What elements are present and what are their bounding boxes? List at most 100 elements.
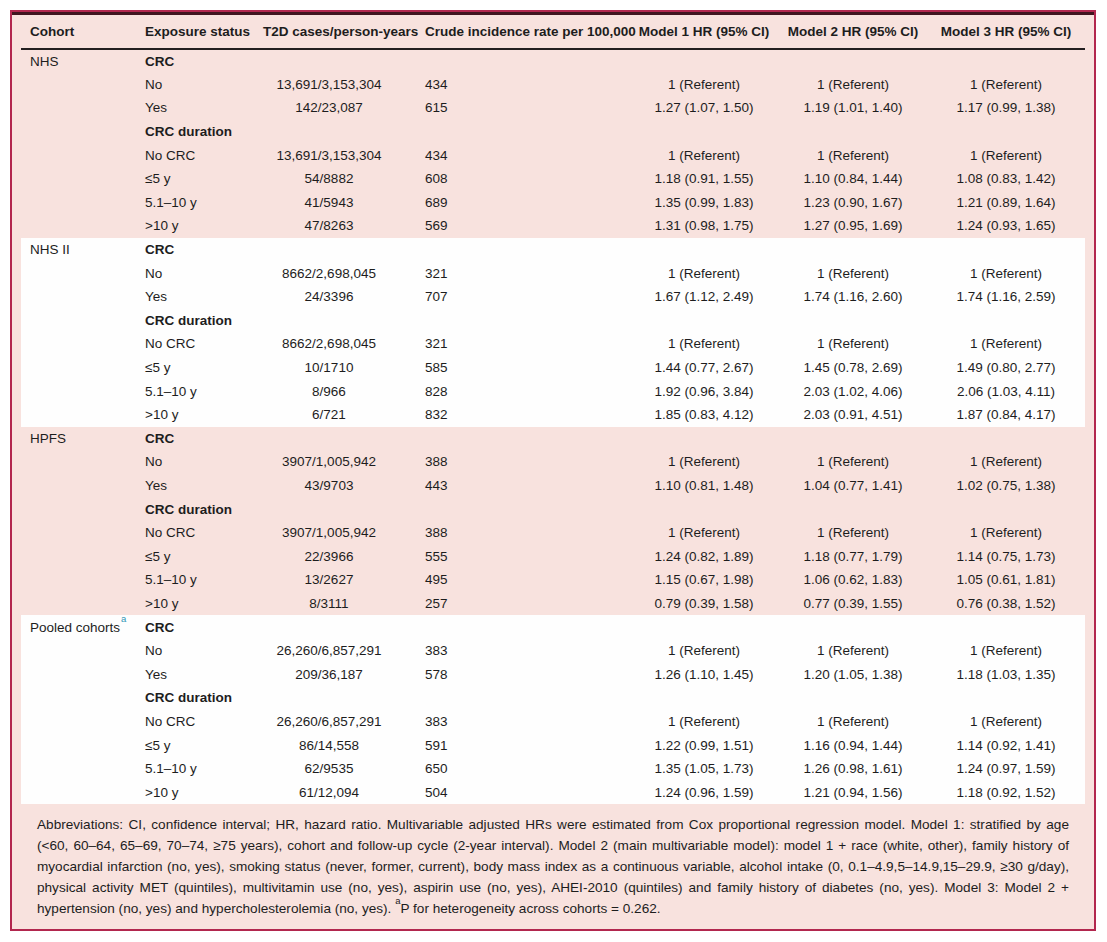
cases-person-years-cell — [254, 686, 404, 710]
model3-hr-cell: 1 (Referent) — [927, 639, 1085, 663]
model2-hr-cell: 1.21 (0.94, 1.56) — [779, 780, 927, 804]
exposure-status-cell: CRC — [136, 49, 254, 73]
exposure-status-cell: No CRC — [136, 521, 254, 545]
crude-incidence-cell: 585 — [404, 356, 629, 380]
cases-person-years-cell: 3907/1,005,942 — [254, 521, 404, 545]
crude-incidence-cell: 608 — [404, 167, 629, 191]
model2-hr-cell — [779, 427, 927, 451]
cohort-cell — [21, 261, 136, 285]
cases-person-years-cell: 8662/2,698,045 — [254, 332, 404, 356]
cases-person-years-cell: 8/3111 — [254, 592, 404, 616]
exposure-status-cell: >10 y — [136, 214, 254, 238]
model2-hr-cell: 1 (Referent) — [779, 143, 927, 167]
cases-person-years-cell: 13,691/3,153,304 — [254, 143, 404, 167]
model3-hr-cell: 1.21 (0.89, 1.64) — [927, 191, 1085, 215]
model1-hr-cell: 1.18 (0.91, 1.55) — [629, 167, 779, 191]
model2-hr-cell — [779, 49, 927, 73]
model1-hr-cell: 1.27 (1.07, 1.50) — [629, 96, 779, 120]
cases-person-years-cell: 8/966 — [254, 379, 404, 403]
table-row: 5.1–10 y 62/9535 650 1.35 (1.05, 1.73) 1… — [21, 757, 1085, 781]
table-row: HPFS CRC — [21, 427, 1085, 451]
cohort-name: Pooled cohorts — [30, 620, 120, 635]
table-row: No CRC 3907/1,005,942 388 1 (Referent) 1… — [21, 521, 1085, 545]
footnote-pvalue-text: P for heterogeneity across cohorts = 0.2… — [400, 901, 660, 916]
table-row: ≤5 y 22/3966 555 1.24 (0.82, 1.89) 1.18 … — [21, 544, 1085, 568]
column-header-model2: Model 2 HR (95% CI) — [779, 15, 927, 49]
exposure-status-cell: No CRC — [136, 710, 254, 734]
model1-hr-cell: 1 (Referent) — [629, 73, 779, 97]
crude-incidence-cell — [404, 497, 629, 521]
cohort-cell — [21, 639, 136, 663]
footnote: Abbreviations: CI, confidence interval; … — [21, 804, 1085, 923]
crude-incidence-cell: 495 — [404, 568, 629, 592]
table-row: No CRC 8662/2,698,045 321 1 (Referent) 1… — [21, 332, 1085, 356]
table-row: No 3907/1,005,942 388 1 (Referent) 1 (Re… — [21, 450, 1085, 474]
model1-hr-cell: 1.92 (0.96, 3.84) — [629, 379, 779, 403]
crude-incidence-cell: 828 — [404, 379, 629, 403]
model3-hr-cell: 1.18 (1.03, 1.35) — [927, 662, 1085, 686]
model3-hr-cell: 1.24 (0.93, 1.65) — [927, 214, 1085, 238]
crude-incidence-cell: 504 — [404, 780, 629, 804]
model1-hr-cell: 1.24 (0.96, 1.59) — [629, 780, 779, 804]
table-row: >10 y 8/3111 257 0.79 (0.39, 1.58) 0.77 … — [21, 592, 1085, 616]
model3-hr-cell: 1.02 (0.75, 1.38) — [927, 474, 1085, 498]
model3-hr-cell — [927, 309, 1085, 333]
table-row: Yes 142/23,087 615 1.27 (1.07, 1.50) 1.1… — [21, 96, 1085, 120]
model2-hr-cell: 1.27 (0.95, 1.69) — [779, 214, 927, 238]
cases-person-years-cell: 24/3396 — [254, 285, 404, 309]
exposure-status-cell: Yes — [136, 96, 254, 120]
exposure-status-cell: No — [136, 450, 254, 474]
cohort-cell: NHS — [21, 49, 136, 73]
cohort-cell — [21, 120, 136, 144]
exposure-status-cell: >10 y — [136, 592, 254, 616]
table-row: ≤5 y 54/8882 608 1.18 (0.91, 1.55) 1.10 … — [21, 167, 1085, 191]
model2-hr-cell — [779, 120, 927, 144]
column-header-model1: Model 1 HR (95% CI) — [629, 15, 779, 49]
table-row: No 26,260/6,857,291 383 1 (Referent) 1 (… — [21, 639, 1085, 663]
cases-person-years-cell — [254, 615, 404, 639]
cohort-cell — [21, 662, 136, 686]
cohort-cell — [21, 757, 136, 781]
cases-person-years-cell — [254, 238, 404, 262]
model1-hr-cell: 1.22 (0.99, 1.51) — [629, 733, 779, 757]
model3-hr-cell: 2.06 (1.03, 4.11) — [927, 379, 1085, 403]
model1-hr-cell: 1.35 (0.99, 1.83) — [629, 191, 779, 215]
exposure-status-cell: CRC duration — [136, 686, 254, 710]
cohort-cell — [21, 544, 136, 568]
model1-hr-cell: 1 (Referent) — [629, 710, 779, 734]
crude-incidence-cell: 591 — [404, 733, 629, 757]
table-row: >10 y 47/8263 569 1.31 (0.98, 1.75) 1.27… — [21, 214, 1085, 238]
cases-person-years-cell — [254, 120, 404, 144]
model3-hr-cell — [927, 686, 1085, 710]
crude-incidence-cell: 388 — [404, 450, 629, 474]
model1-hr-cell: 1 (Referent) — [629, 261, 779, 285]
model3-hr-cell: 1.17 (0.99, 1.38) — [927, 96, 1085, 120]
model2-hr-cell: 1.10 (0.84, 1.44) — [779, 167, 927, 191]
exposure-status-cell: ≤5 y — [136, 167, 254, 191]
column-header-t2d-cases: T2D cases/person-years — [254, 15, 404, 49]
model2-hr-cell: 0.77 (0.39, 1.55) — [779, 592, 927, 616]
model3-hr-cell: 1 (Referent) — [927, 450, 1085, 474]
crude-incidence-cell — [404, 686, 629, 710]
cohort-cell: HPFS — [21, 427, 136, 451]
crude-incidence-cell: 443 — [404, 474, 629, 498]
crude-incidence-cell: 578 — [404, 662, 629, 686]
crude-incidence-cell — [404, 49, 629, 73]
model2-hr-cell — [779, 309, 927, 333]
exposure-status-cell: No CRC — [136, 143, 254, 167]
exposure-status-cell: Yes — [136, 285, 254, 309]
model1-hr-cell: 0.79 (0.39, 1.58) — [629, 592, 779, 616]
model3-hr-cell: 1.74 (1.16, 2.59) — [927, 285, 1085, 309]
cohort-cell — [21, 214, 136, 238]
cases-person-years-cell: 26,260/6,857,291 — [254, 639, 404, 663]
model1-hr-cell: 1 (Referent) — [629, 521, 779, 545]
table-row: Pooled cohortsa CRC — [21, 615, 1085, 639]
table-row: Yes 209/36,187 578 1.26 (1.10, 1.45) 1.2… — [21, 662, 1085, 686]
table-row: NHS II CRC — [21, 238, 1085, 262]
model2-hr-cell: 1.23 (0.90, 1.67) — [779, 191, 927, 215]
cohort-superscript: a — [121, 613, 126, 624]
cohort-cell — [21, 332, 136, 356]
model2-hr-cell: 2.03 (1.02, 4.06) — [779, 379, 927, 403]
model2-hr-cell: 1 (Referent) — [779, 261, 927, 285]
cases-person-years-cell: 209/36,187 — [254, 662, 404, 686]
